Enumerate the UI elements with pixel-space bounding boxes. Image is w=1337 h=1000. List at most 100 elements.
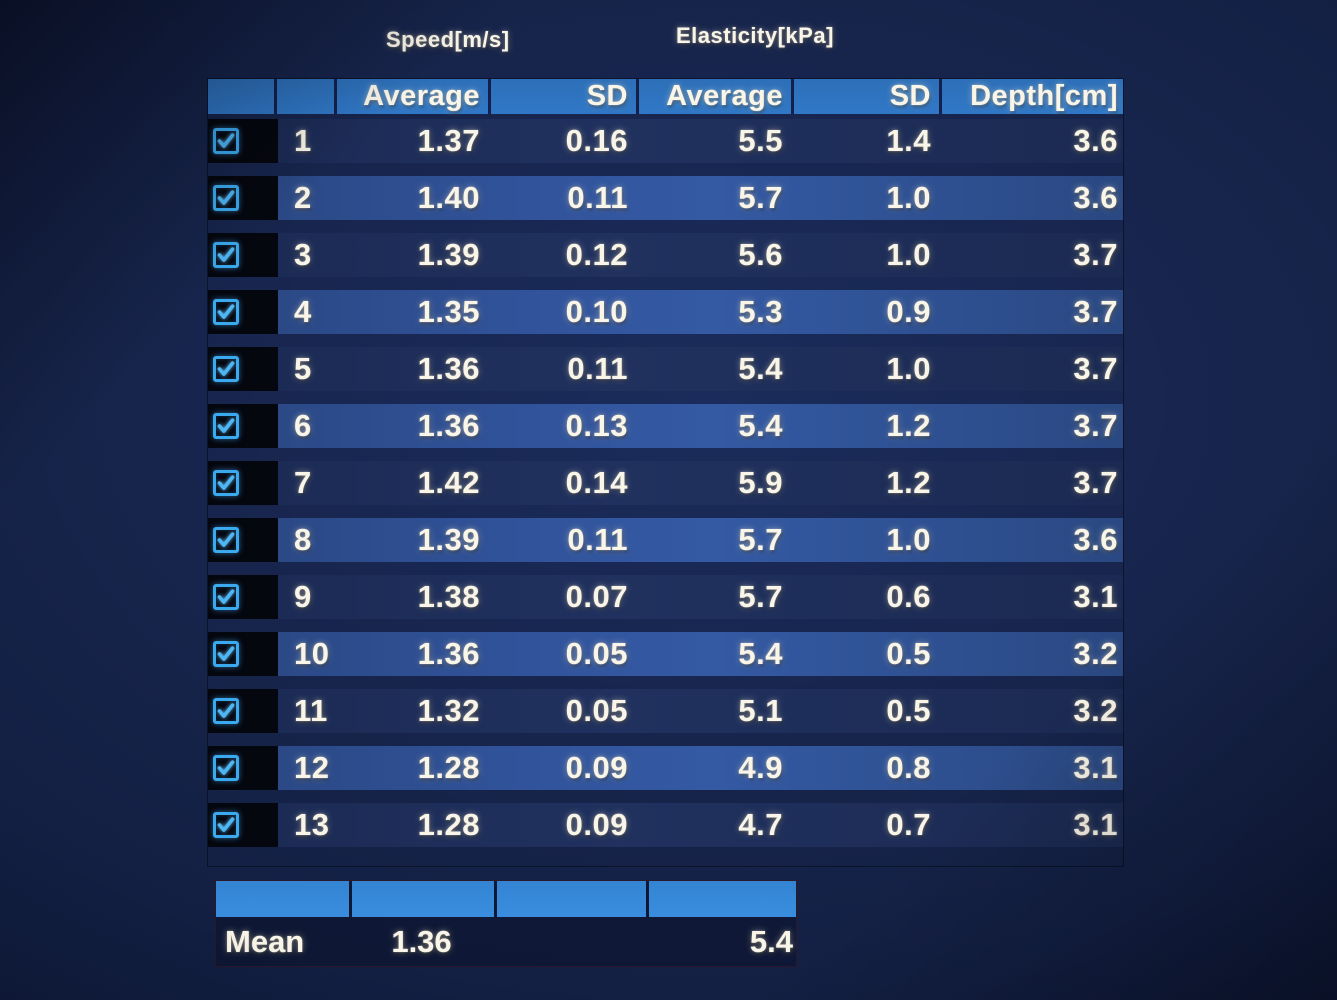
elasticity-average-value: 5.1 — [738, 693, 783, 728]
row-checkbox[interactable] — [213, 299, 239, 325]
elasticity-average-value: 5.6 — [738, 237, 783, 272]
table-row[interactable]: 10 1.36 0.05 5.4 0.5 3.2 — [208, 632, 1123, 676]
row-number: 13 — [294, 807, 330, 842]
row-number: 2 — [294, 180, 312, 215]
row-checkbox[interactable] — [213, 356, 239, 382]
checkbox-cell — [208, 290, 278, 334]
elasticity-sd-value: 1.0 — [886, 180, 931, 215]
checkbox-cell — [208, 404, 278, 448]
row-checkbox[interactable] — [213, 128, 239, 154]
row-checkbox[interactable] — [213, 470, 239, 496]
speed-sd-value: 0.14 — [565, 465, 628, 500]
speed-average-value: 1.28 — [417, 807, 480, 842]
elasticity-average-value: 5.7 — [738, 180, 783, 215]
speed-average-value: 1.32 — [417, 693, 480, 728]
checkbox-cell — [208, 746, 278, 790]
depth-value: 3.7 — [1073, 465, 1118, 500]
row-checkbox[interactable] — [213, 242, 239, 268]
check-icon — [217, 532, 235, 547]
speed-sd-value: 0.05 — [565, 693, 628, 728]
mean-row: Mean 1.36 5.4 — [216, 917, 796, 966]
table-row[interactable]: 3 1.39 0.12 5.6 1.0 3.7 — [208, 233, 1123, 277]
row-checkbox[interactable] — [213, 413, 239, 439]
row-number: 3 — [294, 237, 312, 272]
row-checkbox[interactable] — [213, 641, 239, 667]
elasticity-sd-value: 1.2 — [886, 465, 931, 500]
row-checkbox[interactable] — [213, 584, 239, 610]
row-number: 10 — [294, 636, 330, 671]
table-row[interactable]: 13 1.28 0.09 4.7 0.7 3.1 — [208, 803, 1123, 847]
elasticity-sd-value: 0.8 — [886, 750, 931, 785]
table-row[interactable]: 9 1.38 0.07 5.7 0.6 3.1 — [208, 575, 1123, 619]
speed-average-value: 1.39 — [417, 522, 480, 557]
row-checkbox[interactable] — [213, 185, 239, 211]
check-icon — [217, 361, 235, 376]
checkbox-cell — [208, 803, 278, 847]
speed-sd-value: 0.16 — [565, 123, 628, 158]
checkbox-cell — [208, 461, 278, 505]
speed-average-value: 1.36 — [417, 636, 480, 671]
row-checkbox[interactable] — [213, 698, 239, 724]
elasticity-average-value: 5.7 — [738, 579, 783, 614]
table-row[interactable]: 11 1.32 0.05 5.1 0.5 3.2 — [208, 689, 1123, 733]
mean-elasticity-value: 5.4 — [749, 923, 793, 959]
checkbox-cell — [208, 689, 278, 733]
depth-value: 3.2 — [1073, 693, 1118, 728]
speed-average-value: 1.36 — [417, 351, 480, 386]
depth-value: 3.7 — [1073, 351, 1118, 386]
table-row[interactable]: 1 1.37 0.16 5.5 1.4 3.6 — [208, 119, 1123, 163]
check-icon — [217, 418, 235, 433]
speed-sd-value: 0.11 — [567, 351, 628, 386]
row-number: 5 — [294, 351, 312, 386]
speed-average-value: 1.38 — [417, 579, 480, 614]
row-number: 11 — [294, 693, 328, 728]
elasticity-average-value: 5.9 — [738, 465, 783, 500]
depth-value: 3.6 — [1073, 123, 1118, 158]
checkbox-cell — [208, 119, 278, 163]
elasticity-sd-value: 0.5 — [886, 636, 931, 671]
speed-sd-value: 0.12 — [565, 237, 628, 272]
depth-value: 3.6 — [1073, 522, 1118, 557]
depth-value: 3.1 — [1073, 750, 1118, 785]
table-row[interactable]: 8 1.39 0.11 5.7 1.0 3.6 — [208, 518, 1123, 562]
check-icon — [217, 133, 235, 148]
elasticity-average-value: 5.3 — [738, 294, 783, 329]
table-row[interactable]: 6 1.36 0.13 5.4 1.2 3.7 — [208, 404, 1123, 448]
row-number: 1 — [294, 123, 312, 158]
table-row[interactable]: 5 1.36 0.11 5.4 1.0 3.7 — [208, 347, 1123, 391]
speed-sd-value: 0.11 — [567, 522, 628, 557]
header-elasticity-average: Average — [636, 79, 791, 114]
mean-label: Mean — [225, 923, 305, 959]
mean-summary-panel: Mean 1.36 5.4 — [215, 880, 797, 967]
depth-value: 3.7 — [1073, 237, 1118, 272]
measurement-table: Average SD Average SD Depth[cm] 1 1.37 0.1… — [207, 78, 1124, 867]
header-index-column — [274, 79, 334, 114]
speed-average-value: 1.37 — [417, 123, 480, 158]
row-number: 8 — [294, 522, 312, 557]
depth-value: 3.1 — [1073, 579, 1118, 614]
table-row[interactable]: 2 1.40 0.11 5.7 1.0 3.6 — [208, 176, 1123, 220]
check-icon — [217, 304, 235, 319]
table-row[interactable]: 12 1.28 0.09 4.9 0.8 3.1 — [208, 746, 1123, 790]
check-icon — [217, 760, 235, 775]
speed-sd-value: 0.05 — [565, 636, 628, 671]
header-speed-sd: SD — [488, 79, 636, 114]
depth-value: 3.1 — [1073, 807, 1118, 842]
row-checkbox[interactable] — [213, 812, 239, 838]
depth-value: 3.7 — [1073, 294, 1118, 329]
table-body: 1 1.37 0.16 5.5 1.4 3.6 2 1.40 0.11 5.7 1.0 3.6 3 1.3… — [208, 119, 1123, 847]
row-checkbox[interactable] — [213, 527, 239, 553]
row-checkbox[interactable] — [213, 755, 239, 781]
speed-average-value: 1.28 — [417, 750, 480, 785]
row-number: 4 — [294, 294, 312, 329]
table-row[interactable]: 4 1.35 0.10 5.3 0.9 3.7 — [208, 290, 1123, 334]
depth-value: 3.6 — [1073, 180, 1118, 215]
depth-value: 3.2 — [1073, 636, 1118, 671]
table-row[interactable]: 7 1.42 0.14 5.9 1.2 3.7 — [208, 461, 1123, 505]
speed-sd-value: 0.11 — [567, 180, 628, 215]
row-number: 12 — [294, 750, 330, 785]
check-icon — [217, 817, 235, 832]
elasticity-average-value: 5.7 — [738, 522, 783, 557]
elasticity-sd-value: 1.0 — [886, 351, 931, 386]
